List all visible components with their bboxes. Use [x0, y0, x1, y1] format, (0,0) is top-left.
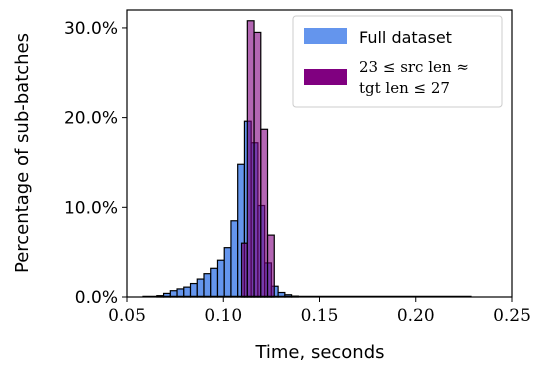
full-dataset-bar-4 — [183, 286, 192, 298]
x-tick-label-0: 0.05 — [108, 306, 146, 326]
y-axis-ticks: 0.0% 10.0% 20.0% 30.0% — [64, 19, 127, 308]
x-axis-label: Time, seconds — [254, 342, 384, 363]
y-tick-label-2: 20.0% — [64, 109, 118, 129]
legend-swatch-full-dataset — [304, 28, 347, 44]
full-dataset-bar-8 — [210, 267, 219, 298]
subset-bar-0 — [240, 242, 248, 298]
full-dataset-bar-5 — [189, 282, 198, 298]
full-dataset-bar-10 — [223, 247, 232, 298]
legend-swatch-subset — [304, 69, 347, 85]
full-dataset-bar-11 — [230, 220, 239, 298]
full-dataset-bars — [156, 120, 299, 298]
subset-bar-3 — [260, 128, 269, 298]
y-axis-label: Percentage of sub-batches — [12, 33, 33, 273]
subset-bar-2 — [253, 31, 262, 298]
y-tick-label-0: 0.0% — [75, 288, 118, 308]
full-dataset-bar-7 — [203, 273, 212, 298]
x-tick-label-3: 0.20 — [397, 306, 435, 326]
x-tick-label-2: 0.15 — [301, 306, 339, 326]
full-dataset-bar-9 — [216, 259, 225, 298]
y-tick-label-3: 30.0% — [64, 19, 118, 39]
x-tick-label-4: 0.25 — [493, 306, 531, 326]
legend: Full dataset 23 ≤ src len ≈ tgt len ≤ 27 — [292, 15, 503, 108]
y-tick-label-1: 10.0% — [64, 198, 118, 218]
legend-label-subset-line1: 23 ≤ src len ≈ — [359, 58, 469, 76]
subset-bar-4 — [266, 234, 275, 298]
subset-bars — [240, 20, 275, 298]
subset-bar-1 — [246, 20, 255, 298]
full-dataset-bar-6 — [196, 278, 205, 298]
legend-label-full-dataset: Full dataset — [359, 28, 452, 47]
x-axis-ticks: 0.05 0.10 0.15 0.20 0.25 — [108, 297, 531, 326]
legend-label-subset-line2: tgt len ≤ 27 — [359, 79, 450, 97]
x-tick-label-1: 0.10 — [204, 306, 242, 326]
